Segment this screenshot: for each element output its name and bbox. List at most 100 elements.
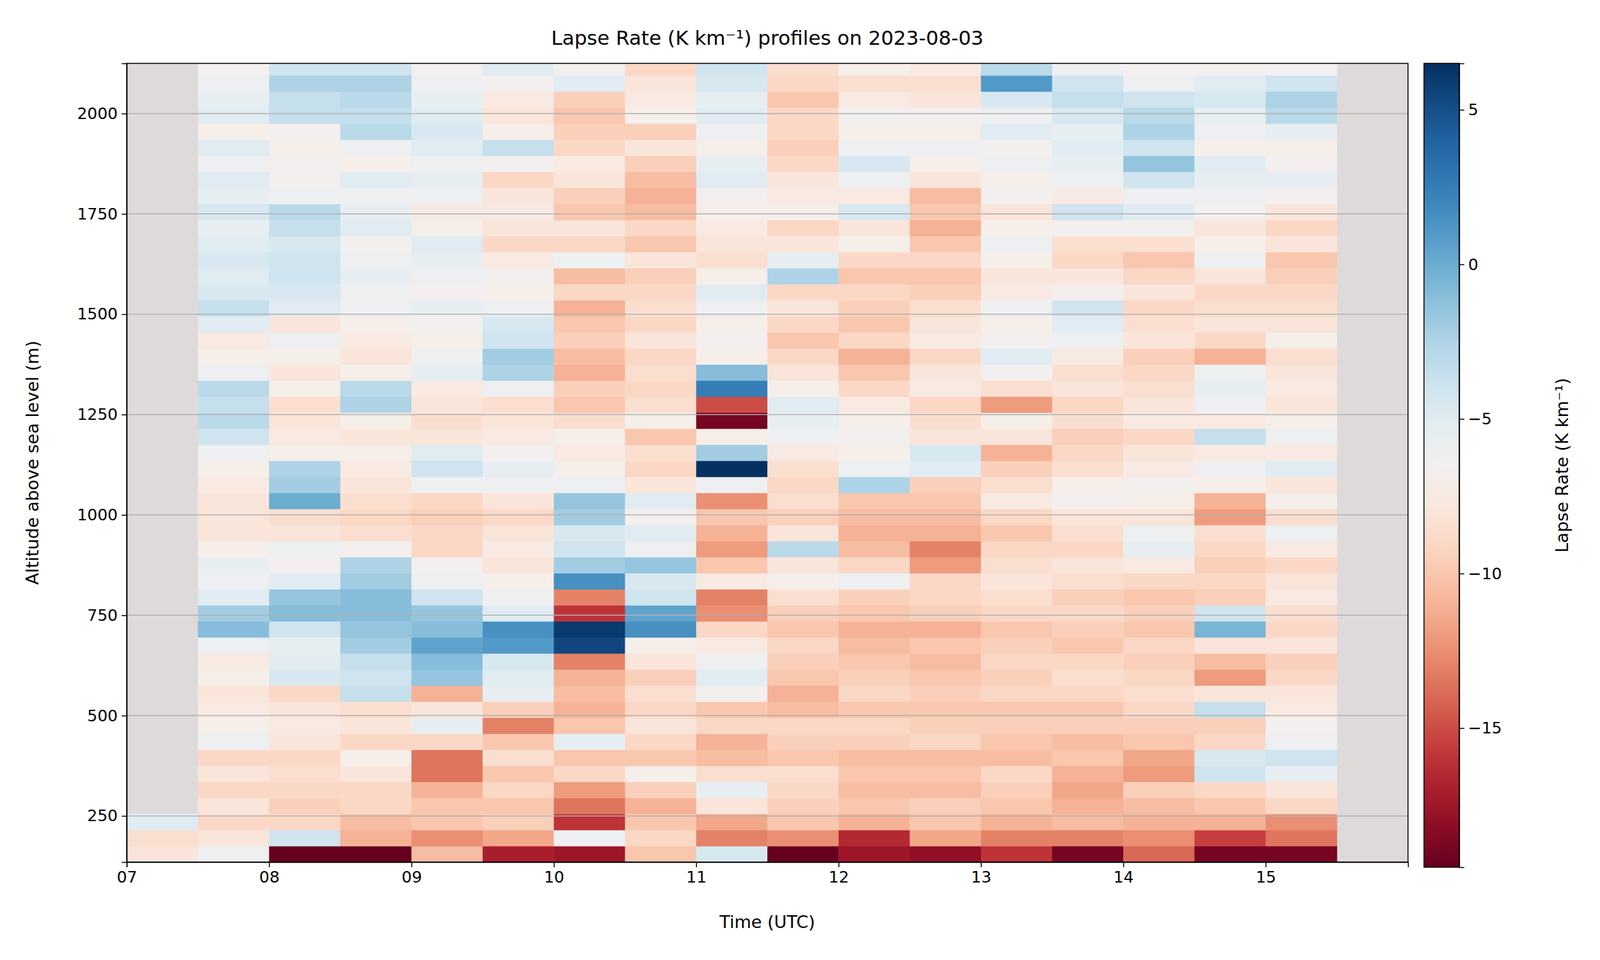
grid-line xyxy=(126,514,1408,516)
heat-cell xyxy=(838,63,911,76)
heat-cell xyxy=(625,830,697,847)
heat-cell xyxy=(767,572,840,590)
heat-cell xyxy=(767,171,840,189)
heat-cell xyxy=(1123,540,1195,558)
heat-cell xyxy=(838,460,911,478)
heat-cell xyxy=(909,91,982,109)
heat-cell xyxy=(340,332,413,349)
heat-cell xyxy=(625,284,697,301)
heat-cell xyxy=(340,348,413,365)
heat-cell xyxy=(553,637,626,655)
heat-cell xyxy=(340,428,413,446)
title: Lapse Rate (K km⁻¹) profiles on 2023-08-… xyxy=(551,26,984,50)
heat-cell xyxy=(838,236,911,253)
heat-cell xyxy=(625,63,697,76)
heat-cell xyxy=(1194,508,1266,526)
heat-cell xyxy=(197,396,270,414)
heat-cell xyxy=(482,428,555,446)
heat-cell xyxy=(981,765,1053,783)
heat-cell xyxy=(340,123,413,141)
heat-cell xyxy=(553,220,626,237)
heat-cell xyxy=(1265,653,1338,671)
heat-cell xyxy=(340,91,413,109)
heat-cell xyxy=(340,63,413,76)
heat-cell xyxy=(553,733,626,751)
tick: 07 xyxy=(117,862,138,887)
tick-label: 08 xyxy=(259,867,280,887)
heat-cell xyxy=(625,332,697,349)
heat-cell xyxy=(909,444,982,462)
heat-cell xyxy=(909,220,982,237)
heat-cell xyxy=(1123,220,1195,237)
heat-cell xyxy=(696,476,768,494)
heat-cell xyxy=(268,653,341,671)
heat-cell xyxy=(1265,765,1338,783)
heat-cell xyxy=(268,332,341,349)
heat-cell xyxy=(838,846,911,863)
heat-cell xyxy=(625,653,697,671)
heat-cell xyxy=(1123,91,1195,109)
heat-cell xyxy=(1194,107,1266,125)
heat-cell xyxy=(197,749,270,767)
heat-cell xyxy=(625,139,697,157)
heat-cell xyxy=(197,284,270,301)
tick: −10 xyxy=(1459,564,1503,584)
heat-cell xyxy=(411,396,484,414)
heat-cell xyxy=(411,572,484,590)
heat-cell xyxy=(411,348,484,365)
heat-cell xyxy=(1123,460,1195,478)
heat-cell xyxy=(1052,605,1124,623)
tick: 5 xyxy=(1459,100,1479,120)
heat-cell xyxy=(1123,284,1195,301)
tick-label: 1500 xyxy=(76,304,118,324)
heat-cell xyxy=(1052,236,1124,253)
heat-cell xyxy=(696,139,768,157)
tick-mark xyxy=(121,615,127,617)
heat-cell xyxy=(1194,444,1266,462)
heat-cell xyxy=(696,203,768,221)
heat-cell xyxy=(268,798,341,815)
heat-cell xyxy=(625,556,697,574)
heat-cell xyxy=(482,669,555,687)
heat-cell xyxy=(411,508,484,526)
tick: 15 xyxy=(1255,862,1277,887)
heat-cell xyxy=(981,540,1053,558)
heat-cell xyxy=(340,364,413,381)
heat-cell xyxy=(1052,540,1124,558)
heat-cell xyxy=(1123,203,1195,221)
heat-cell xyxy=(909,653,982,671)
heat-cell xyxy=(553,621,626,639)
heat-cell xyxy=(1194,460,1266,478)
heat-cell xyxy=(1194,637,1266,655)
heat-cell xyxy=(981,187,1053,205)
tick-label: 500 xyxy=(87,706,118,726)
heat-cell xyxy=(1194,605,1266,623)
heat-cell xyxy=(197,203,270,221)
heat-cell xyxy=(696,171,768,189)
heat-cell xyxy=(838,637,911,655)
heat-cell xyxy=(625,107,697,125)
heat-cell xyxy=(767,765,840,783)
heat-cell xyxy=(411,203,484,221)
heat-cell xyxy=(197,653,270,671)
heat-cell xyxy=(767,268,840,285)
heat-cell xyxy=(767,63,840,76)
heat-cell xyxy=(696,605,768,623)
heat-cell xyxy=(482,733,555,751)
heat-cell xyxy=(1052,782,1124,799)
tick-mark xyxy=(980,862,982,868)
heat-cell xyxy=(981,733,1053,751)
tick: 250 xyxy=(87,806,127,825)
heat-cell xyxy=(1194,63,1266,76)
heat-cell xyxy=(553,396,626,414)
heat-cell xyxy=(696,187,768,205)
heat-cell xyxy=(981,316,1053,333)
heat-cell xyxy=(340,669,413,687)
tick-label: 1000 xyxy=(76,505,118,525)
heat-cell xyxy=(1123,492,1195,510)
heat-cell xyxy=(1052,284,1124,301)
heat-cell xyxy=(1123,75,1195,93)
heat-cell xyxy=(909,637,982,655)
heat-cell xyxy=(553,444,626,462)
heat-cell xyxy=(553,782,626,799)
